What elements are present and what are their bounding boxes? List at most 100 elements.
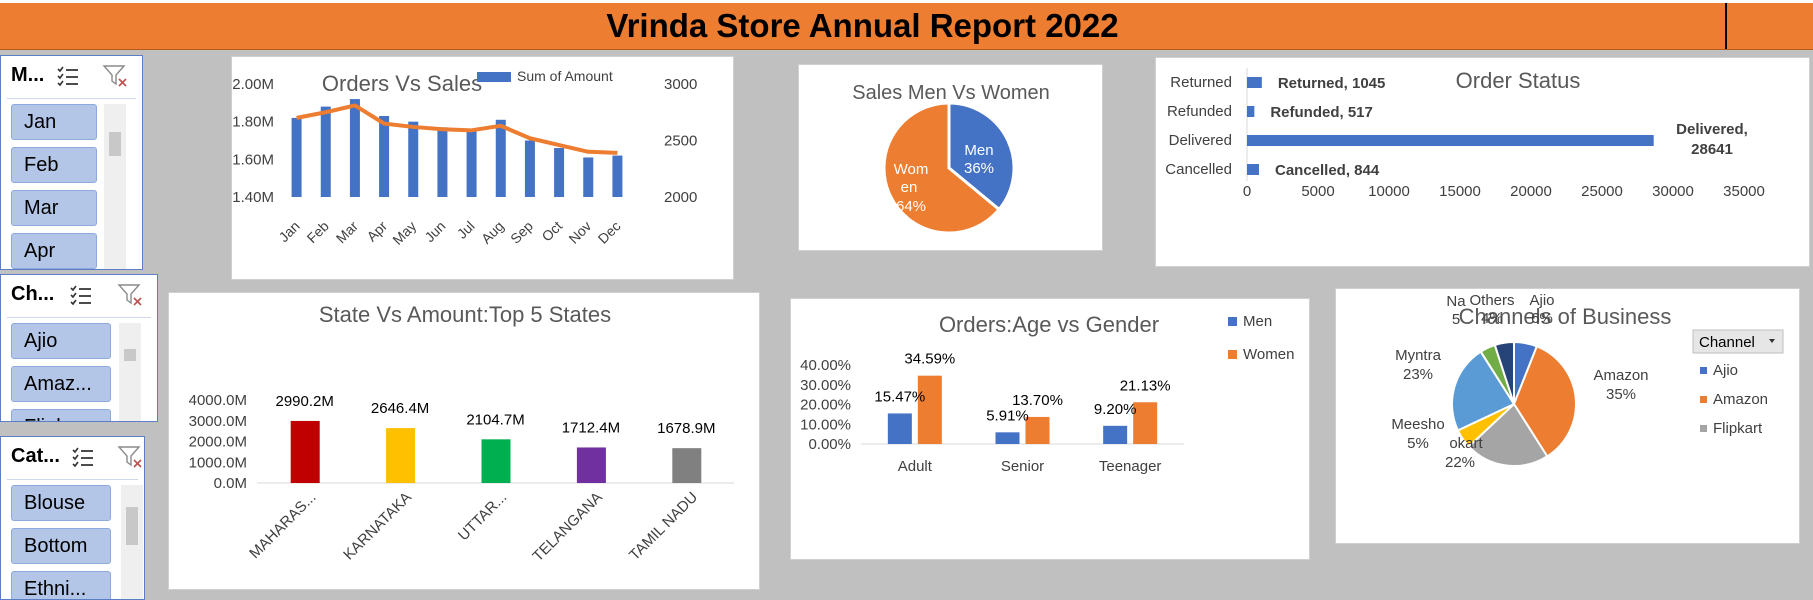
age-gender-chart: Orders:Age vs Gender Men Women 40.00% 30.00%… [800, 312, 1294, 475]
x-tick-label: Jan [275, 218, 302, 245]
slice-label-others: Others [1469, 292, 1514, 309]
slicer-scrollbar[interactable] [119, 323, 141, 421]
x-tick-label: 5000 [1301, 183, 1334, 200]
y-tick-label: Cancelled [1165, 161, 1232, 178]
multi-select-icon[interactable] [56, 64, 80, 88]
bar-telangana [576, 447, 606, 483]
data-label: 2990.2M [276, 393, 334, 410]
y-tick-label: 10.00% [800, 416, 851, 433]
bar-aug [495, 119, 506, 197]
channel-slicer[interactable]: Ch... Ajio Amaz... Flipk... [0, 274, 158, 422]
slice-label-men: Men [964, 142, 993, 159]
pie-slice-men [947, 101, 1016, 212]
category-slicer[interactable]: Cat... Blouse Bottom Ethni... [0, 436, 145, 600]
men-women-panel[interactable]: Sales Men Vs Women Men 36% Wom en 64% [798, 64, 1103, 251]
bar-oct [554, 148, 565, 197]
bar-jan [291, 117, 302, 197]
data-label-delivered-value: 28641 [1691, 141, 1733, 158]
scrollbar-thumb[interactable] [109, 132, 121, 156]
x-tick-label: 35000 [1723, 183, 1765, 200]
y-tick-label: 1.60M [232, 151, 274, 168]
data-label: 2104.7M [466, 411, 524, 428]
bar-refunded [1247, 106, 1255, 117]
pie-slice-flipkart [1467, 402, 1549, 467]
cell-divider [1725, 3, 1727, 49]
y-tick-label: 4000.0M [189, 392, 247, 409]
x-tick-label: Nov [565, 218, 594, 247]
slicer-item-mar[interactable]: Mar [11, 190, 97, 226]
slicer-item-ethnic[interactable]: Ethni... [11, 571, 111, 599]
slicer-item-flipkart[interactable]: Flipk... [11, 409, 111, 421]
slicer-item-feb[interactable]: Feb [11, 147, 97, 183]
slicer-item-jan[interactable]: Jan [11, 104, 97, 140]
legend-label-women: Women [1243, 346, 1294, 363]
legend-filter-button [1692, 329, 1784, 354]
channels-panel[interactable]: Channels of Business Ajio 6% Others 4% Na 5 Myn… [1335, 288, 1800, 544]
slicer-item-apr[interactable]: Apr [11, 233, 97, 269]
slicer-scrollbar[interactable] [104, 104, 126, 269]
y-tick-label: 30.00% [800, 377, 851, 394]
y-tick-label: 3000.0M [189, 413, 247, 430]
y2-tick-label: 2500 [664, 133, 697, 150]
legend-swatch-women [1228, 350, 1237, 359]
bar-karnataka [386, 428, 416, 483]
y-tick-label: 1.80M [232, 114, 274, 131]
x-tick-label: Aug [478, 218, 507, 247]
x-tick-label: Feb [303, 218, 332, 247]
month-slicer[interactable]: M... Jan Feb Mar Apr [0, 55, 143, 270]
y-tick-label: 20.00% [800, 397, 851, 414]
slicer-item-ajio[interactable]: Ajio [11, 323, 111, 359]
chart-title: Channels of Business [1459, 304, 1672, 329]
chart-title: Order Status [1456, 68, 1581, 93]
data-label-cancelled: Cancelled, 844 [1275, 162, 1380, 179]
x-tick-label: Teenager [1099, 458, 1162, 475]
legend-swatch [1700, 367, 1707, 374]
slicer-item-blouse[interactable]: Blouse [11, 485, 111, 521]
y-tick-label: 1.40M [232, 189, 274, 206]
pie-slice-amazon [1512, 345, 1577, 458]
x-tick-label: Apr [363, 218, 390, 245]
clear-filter-icon[interactable] [116, 281, 144, 309]
bar-cancelled [1247, 164, 1259, 175]
bar-dec [612, 155, 623, 197]
orders-vs-sales-panel[interactable]: Orders Vs Sales Sum of Amount 2.00M 1.80M 1.… [231, 56, 734, 280]
bar-jun [437, 127, 448, 197]
slice-value-others: 4% [1481, 310, 1503, 327]
x-tick-label: Sep [507, 218, 536, 247]
age-gender-panel[interactable]: Orders:Age vs Gender Men Women 40.00% 30.00%… [790, 298, 1310, 560]
y-tick-label: 0.0M [214, 475, 247, 492]
slice-label-nalli: Na [1446, 293, 1466, 310]
slice-value-ajio: 6% [1531, 310, 1553, 327]
slicer-scrollbar[interactable] [121, 485, 143, 599]
channels-chart: Channels of BusinessAjio6%Others4%Na5Myn… [1391, 292, 1784, 471]
slice-value-women: 64% [896, 198, 926, 215]
x-tick-label: KARNATAKA [340, 489, 415, 564]
slicer-item-bottom[interactable]: Bottom [11, 528, 111, 564]
x-tick-label: 25000 [1581, 183, 1623, 200]
clear-filter-icon[interactable] [116, 443, 144, 471]
x-tick-label: Jun [421, 218, 448, 245]
state-amount-panel[interactable]: State Vs Amount:Top 5 States 4000.0M 3000.… [168, 292, 760, 590]
bar-men-adult [887, 413, 912, 444]
pie-slice-women [882, 101, 1002, 235]
pie-slice-nalli [1493, 340, 1515, 405]
bar-uttar [481, 439, 511, 483]
bar-feb [320, 106, 331, 197]
order-status-panel[interactable]: Order Status Returned Returned, 1045 Refund… [1155, 57, 1810, 267]
order-count-line [296, 103, 618, 155]
data-label: 2646.4M [371, 400, 429, 417]
slice-value-myntra: 23% [1403, 366, 1433, 383]
x-tick-label: Adult [898, 458, 933, 475]
slicer-header: Ch... [11, 283, 55, 305]
y-tick-label: 40.00% [800, 357, 851, 374]
y-tick-label: Refunded [1167, 103, 1232, 120]
slice-value-men: 36% [964, 160, 994, 177]
x-tick-label: Dec [595, 218, 624, 247]
bar-men-senior [995, 432, 1020, 444]
multi-select-icon[interactable] [69, 283, 93, 307]
multi-select-icon[interactable] [71, 445, 95, 469]
slicer-item-amazon[interactable]: Amaz... [11, 366, 111, 402]
scrollbar-thumb[interactable] [124, 349, 136, 361]
clear-filter-icon[interactable] [101, 62, 129, 90]
scrollbar-thumb[interactable] [126, 507, 138, 545]
